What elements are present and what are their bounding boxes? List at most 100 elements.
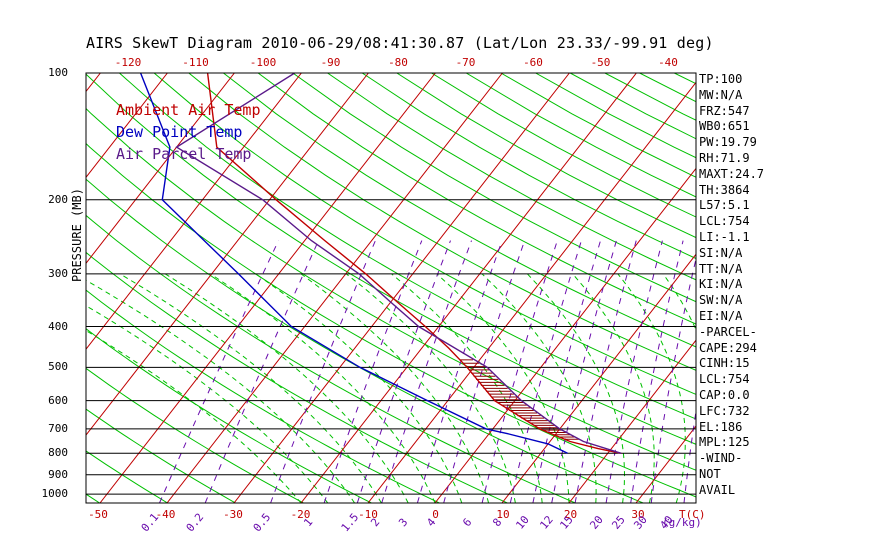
mixing-ratio-line xyxy=(574,240,637,503)
mixing-ratio-line xyxy=(356,240,451,503)
mixing-ratio-line xyxy=(532,240,601,503)
bottom-temp-tick: -30 xyxy=(223,508,243,521)
mixing-ratio-unit: (g/kg) xyxy=(662,516,702,529)
index-item: CAPE:294 xyxy=(699,340,757,355)
moist-adiabat xyxy=(86,305,329,503)
bottom-temp-tick: -40 xyxy=(155,508,176,521)
isotherm xyxy=(86,73,101,93)
temperature-unit: T(C) xyxy=(679,508,706,521)
dry-adiabat xyxy=(86,214,576,503)
mixing-ratio-line xyxy=(551,240,617,503)
mixing-ratio-line xyxy=(481,240,558,503)
dry-adiabat xyxy=(848,73,870,503)
index-item: LI:-1.1 xyxy=(699,230,750,244)
index-item: TT:N/A xyxy=(699,261,743,276)
isotherm xyxy=(770,73,870,503)
isotherm xyxy=(86,73,369,436)
index-item: KI:N/A xyxy=(699,277,743,292)
dry-adiabat xyxy=(86,178,644,503)
isotherm xyxy=(0,73,33,503)
dry-adiabat xyxy=(86,251,508,503)
top-temp-tick: -60 xyxy=(523,56,543,69)
moist-adiabat xyxy=(119,273,382,503)
moist-adiabat xyxy=(481,273,597,503)
legend-entry: Dew Point Temp xyxy=(116,123,243,141)
moist-adiabat xyxy=(617,273,686,503)
mixing-ratio-line xyxy=(323,240,423,503)
index-item: TH:3864 xyxy=(699,182,750,197)
isotherm xyxy=(86,73,168,179)
isotherm xyxy=(86,73,235,265)
index-item: FRZ:547 xyxy=(699,103,750,118)
dry-adiabat xyxy=(361,73,696,260)
y-axis-label: PRESSURE (MB) xyxy=(70,188,84,282)
moist-adiabat xyxy=(527,273,626,503)
index-item: SW:N/A xyxy=(699,293,743,308)
moist-adiabat xyxy=(391,273,543,503)
bottom-temp-tick: -50 xyxy=(88,508,108,521)
isotherm xyxy=(86,73,302,350)
mixing-ratio-line xyxy=(509,240,582,503)
pressure-tick-1000: 1000 xyxy=(41,487,69,501)
mixing-ratio-line xyxy=(204,240,319,503)
moist-adiabat xyxy=(255,273,463,503)
isotherm xyxy=(166,73,503,503)
mixing-ratio-line xyxy=(683,407,696,503)
isotherm xyxy=(501,253,696,503)
profiles xyxy=(139,73,622,454)
top-temp-tick: -70 xyxy=(455,56,476,69)
top-temp-tick: -120 xyxy=(114,56,142,69)
bottom-temp-tick: -10 xyxy=(358,508,378,521)
bottom-temp-tick: 0 xyxy=(432,508,439,521)
index-item: RH:71.9 xyxy=(699,151,750,165)
index-item: MW:N/A xyxy=(699,87,743,102)
pressure-tick-800: 800 xyxy=(48,446,68,460)
index-item: MPL:125 xyxy=(699,435,750,450)
pressure-tick-900: 900 xyxy=(48,467,68,481)
mixing-ratio-line xyxy=(159,240,279,503)
moist-adiabat xyxy=(165,273,409,503)
dry-adiabat xyxy=(292,73,696,303)
index-item: TP:100 xyxy=(699,72,743,86)
index-item: L57:5.1 xyxy=(699,198,750,213)
dry-adiabat xyxy=(86,408,236,503)
chart-title: AIRS SkewT Diagram 2010-06-29/08:41:30.8… xyxy=(86,34,714,52)
mixing-ratio-line xyxy=(443,240,526,503)
dry-adiabat xyxy=(188,73,696,371)
index-item: MAXT:24.7 xyxy=(699,166,765,181)
dry-adiabat xyxy=(744,73,870,503)
index-item: LCL:754 xyxy=(699,214,750,229)
dry-adiabat xyxy=(257,73,696,325)
top-temp-tick: -110 xyxy=(182,56,209,69)
dry-adiabat xyxy=(327,73,696,281)
legend-entry: Air Parcel Temp xyxy=(116,145,252,163)
index-item: NOT xyxy=(699,467,721,481)
dry-adiabat xyxy=(153,73,696,395)
mixing-ratio-line xyxy=(381,240,472,503)
dry-adiabat xyxy=(86,367,304,503)
moist-adiabat xyxy=(86,279,356,503)
dry-adiabat xyxy=(86,493,100,503)
index-item: AVAIL xyxy=(699,482,736,497)
pressure-tick-400: 400 xyxy=(48,319,68,333)
dry-adiabat xyxy=(223,73,696,348)
dry-adiabat xyxy=(778,73,870,503)
dry-adiabat xyxy=(813,73,870,503)
legend-entry: Ambient Air Temp xyxy=(116,101,261,119)
index-item: -PARCEL- xyxy=(699,324,757,339)
background-grid xyxy=(0,73,870,503)
top-temp-tick: -100 xyxy=(249,56,277,69)
dewpoint-line xyxy=(139,73,568,454)
bottom-temp-tick: -20 xyxy=(290,508,311,521)
isotherm xyxy=(99,73,436,503)
top-temp-tick: -50 xyxy=(590,56,611,69)
top-temp-tick: -40 xyxy=(658,56,678,69)
index-item: WB0:651 xyxy=(699,119,750,134)
pressure-tick-300: 300 xyxy=(48,266,68,280)
dry-adiabat xyxy=(0,73,32,503)
moist-adiabat xyxy=(572,273,655,503)
plot-frame xyxy=(85,72,697,504)
bottom-temp-tick: 10 xyxy=(496,508,510,521)
parcel-temp-line xyxy=(175,73,622,454)
mixing-ratio-line xyxy=(416,240,503,503)
